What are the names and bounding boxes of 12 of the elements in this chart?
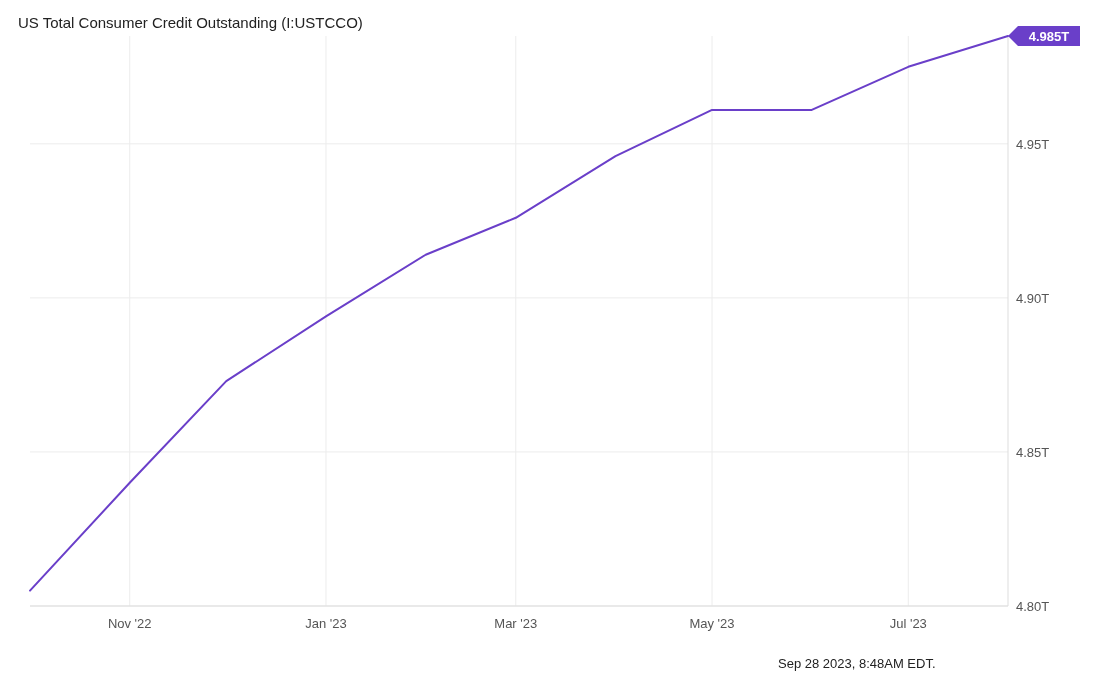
y-tick-label: 4.80T [1016, 599, 1050, 614]
x-tick-label: Mar '23 [494, 616, 538, 631]
y-tick-label: 4.90T [1016, 290, 1050, 306]
y-tick-label: 4.85T [1016, 444, 1050, 460]
text: Sep 28 2023, 8:48AM EDT. [778, 656, 936, 671]
data-label: 4.985T [1028, 29, 1070, 44]
x-tick-label: Jul '23 [889, 616, 927, 631]
y-tick-label: 4.95T [1016, 136, 1050, 152]
x-tick-label: Jan '23 [305, 616, 347, 631]
chart-title: US Total Consumer Credit Outstanding (I:USTCCO) [18, 14, 363, 31]
x-tick-label: May '23 [689, 616, 735, 631]
x-tick-label: Nov '22 [107, 616, 152, 631]
